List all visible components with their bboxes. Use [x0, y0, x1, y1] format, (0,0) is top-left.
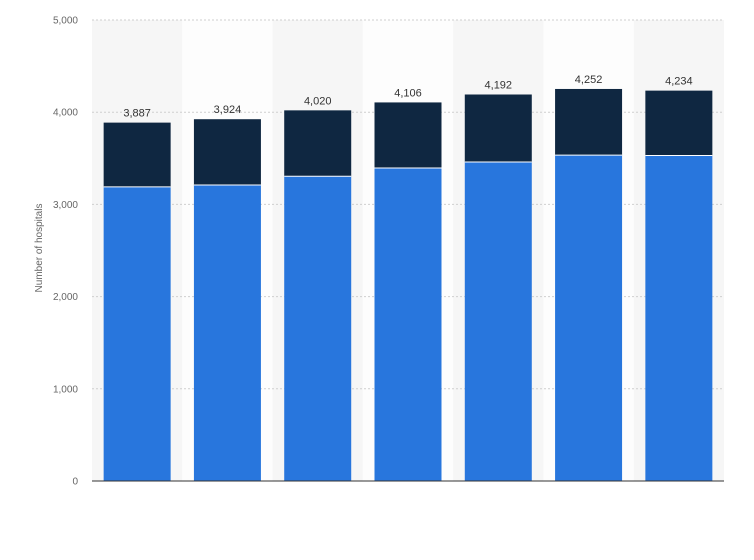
bar-segment-upper[interactable] — [374, 102, 442, 168]
bar-total-label: 4,106 — [394, 87, 422, 99]
bar-segment-lower[interactable] — [555, 155, 623, 481]
y-tick-label: 5,000 — [53, 16, 78, 27]
y-tick-label: 3,000 — [53, 200, 78, 211]
bar-segment-upper[interactable] — [464, 94, 532, 162]
bar-segment-lower[interactable] — [193, 185, 261, 481]
bar-total-label: 4,192 — [485, 79, 513, 91]
bar-segment-upper[interactable] — [284, 110, 352, 177]
bars — [103, 88, 713, 482]
y-axis-ticks: 0 1,000 2,000 3,000 4,000 5,000 — [53, 16, 78, 488]
y-tick-label: 0 — [72, 477, 78, 488]
bar-segment-lower[interactable] — [645, 155, 713, 481]
bar-segment-upper[interactable] — [555, 88, 623, 156]
bar-segment-upper[interactable] — [193, 119, 261, 186]
y-tick-label: 1,000 — [53, 384, 78, 395]
y-axis-label: Number of hospitals — [34, 204, 45, 293]
bar-total-label: 3,924 — [214, 104, 242, 116]
bar-segment-lower[interactable] — [374, 167, 442, 481]
total-labels: 3,887 3,924 4,020 4,106 4,192 4,252 4,234 — [123, 74, 692, 120]
bar-segment-lower[interactable] — [284, 176, 352, 482]
bar-segment-lower[interactable] — [464, 161, 532, 481]
bar-segment-upper[interactable] — [103, 122, 171, 187]
bar-total-label: 4,020 — [304, 95, 332, 107]
bar-total-label: 4,252 — [575, 74, 603, 86]
y-tick-label: 4,000 — [53, 108, 78, 119]
y-tick-label: 2,000 — [53, 292, 78, 303]
bar-total-label: 4,234 — [665, 76, 693, 88]
bar-total-label: 3,887 — [123, 108, 151, 120]
bar-segment-lower[interactable] — [103, 186, 171, 481]
bar-segment-upper[interactable] — [645, 90, 713, 156]
